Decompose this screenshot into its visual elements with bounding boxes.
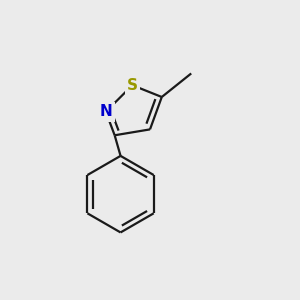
Text: S: S — [127, 78, 138, 93]
Text: N: N — [100, 104, 112, 119]
